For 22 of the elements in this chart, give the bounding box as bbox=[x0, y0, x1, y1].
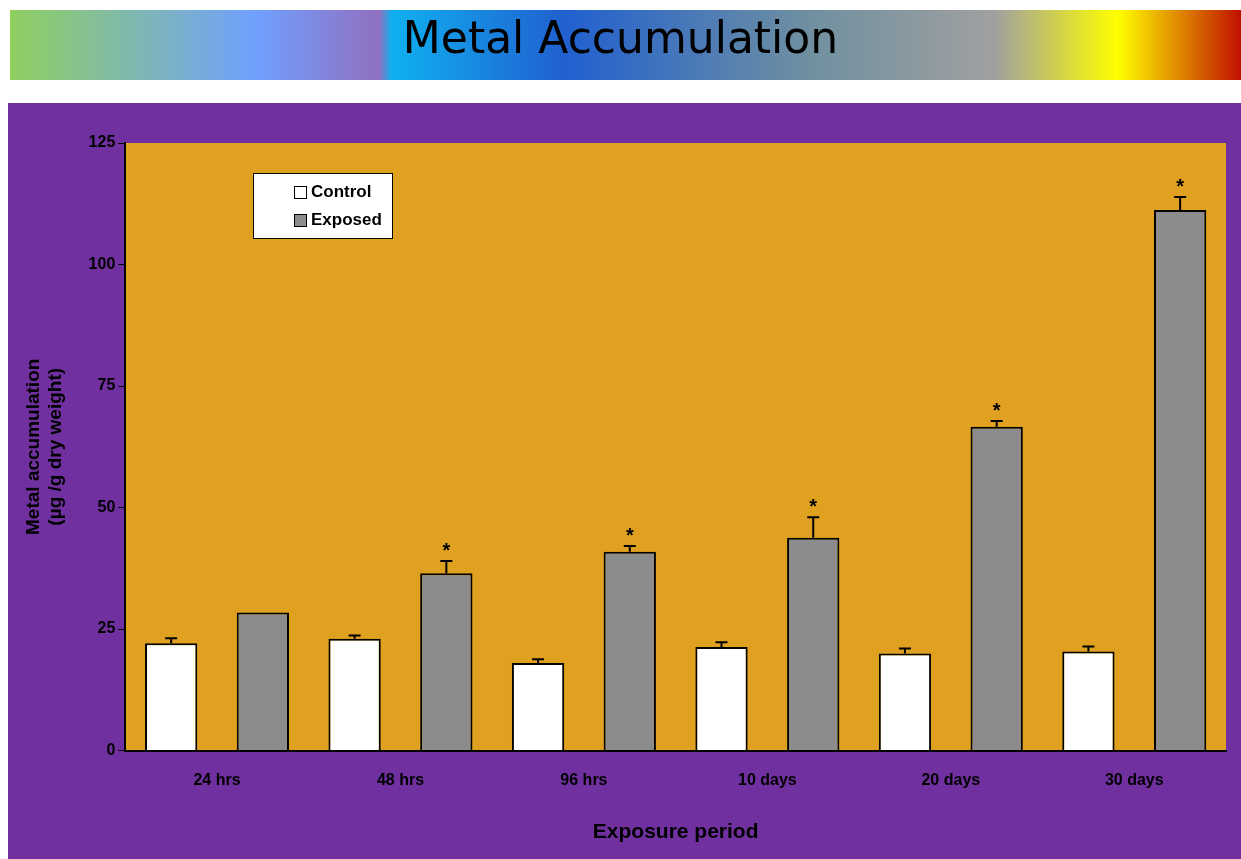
y-axis-title: Metal accumulation (µg /g dry weight) bbox=[21, 358, 66, 535]
x-axis-title: Exposure period bbox=[592, 819, 759, 843]
data-label: * bbox=[1176, 174, 1185, 197]
x-tick-label: 24 hrs bbox=[193, 770, 241, 788]
legend-label: Control bbox=[311, 182, 372, 202]
x-tick-label: 30 days bbox=[1104, 770, 1164, 788]
y-tick-label: 25 bbox=[97, 619, 116, 637]
legend-label: Exposed bbox=[311, 210, 382, 230]
data-label: * bbox=[625, 523, 634, 546]
x-tick-label: 10 days bbox=[738, 770, 797, 788]
x-tick-label: 48 hrs bbox=[376, 770, 425, 788]
y-tick-label: 50 bbox=[97, 497, 116, 515]
y-tick-label: 75 bbox=[97, 376, 116, 394]
y-tick-label: 100 bbox=[88, 254, 116, 272]
y-tick-label: 125 bbox=[88, 133, 116, 151]
chart-title: Metal Accumulation bbox=[401, 12, 840, 63]
y-tick-label: 0 bbox=[106, 741, 116, 759]
x-tick-label: 96 hrs bbox=[560, 770, 608, 788]
data-label: * bbox=[809, 495, 818, 518]
data-label: * bbox=[992, 399, 1001, 422]
data-label: * bbox=[442, 539, 451, 562]
x-tick-label: 20 days bbox=[921, 770, 981, 788]
